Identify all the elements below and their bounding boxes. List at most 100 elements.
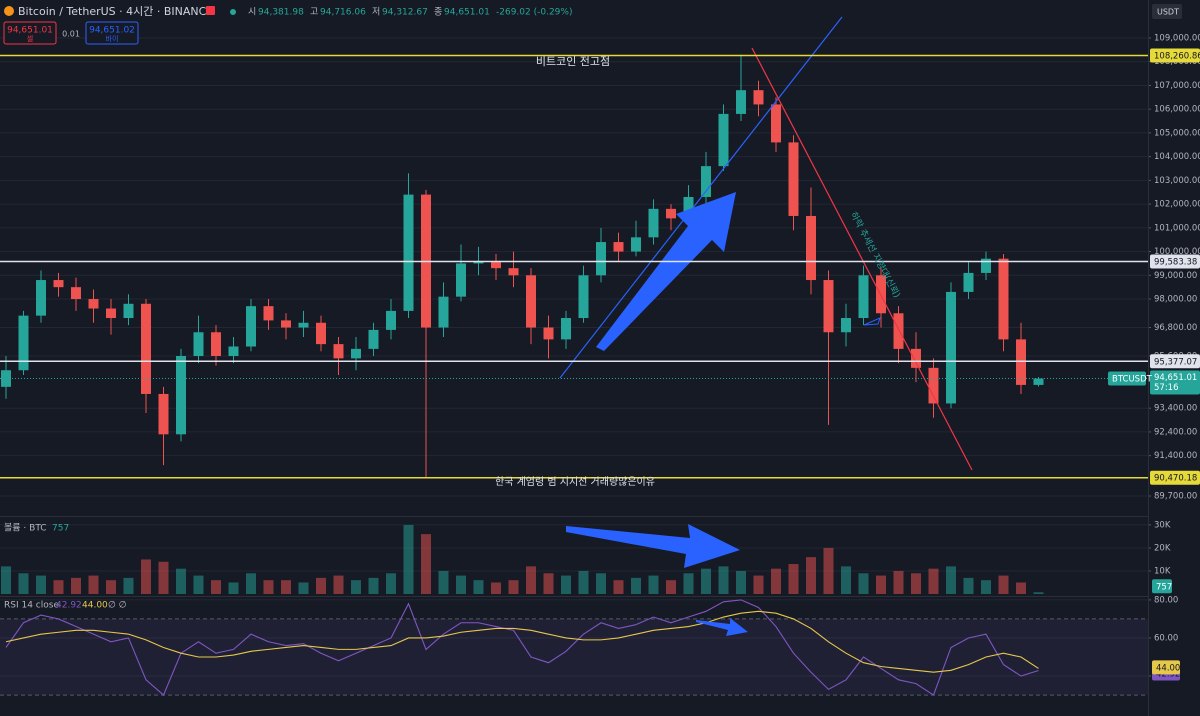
volume-bar bbox=[18, 573, 29, 594]
y-tick-label: 96,800.00 bbox=[1154, 323, 1197, 333]
candle-body bbox=[963, 272, 974, 292]
sell-price: 94,651.01 bbox=[7, 26, 53, 36]
volume-bar bbox=[718, 566, 729, 594]
status-dot bbox=[230, 9, 236, 15]
candle-body bbox=[893, 313, 904, 349]
candle-body bbox=[578, 275, 589, 319]
grid-layer: 109,000.00108,000.00107,000.00106,000.00… bbox=[0, 33, 1200, 682]
candle-body bbox=[211, 332, 221, 356]
volume-bar bbox=[683, 573, 694, 594]
currency-button[interactable] bbox=[1152, 4, 1182, 19]
volume-bar bbox=[666, 580, 676, 594]
volume-bar bbox=[736, 570, 746, 594]
volume-bar bbox=[438, 570, 449, 594]
buy-button[interactable] bbox=[85, 21, 139, 45]
annotation: 비트코인 전고점 bbox=[536, 55, 610, 68]
rsi-line bbox=[5, 610, 1039, 673]
y-tick-label: 10K bbox=[1154, 566, 1171, 576]
trend-line bbox=[751, 47, 973, 471]
ohlc-value: 94,312.67 bbox=[382, 8, 428, 18]
buy-price: 94,651.02 bbox=[89, 26, 135, 36]
candle-body bbox=[543, 327, 554, 340]
volume-bar bbox=[596, 573, 606, 594]
candle-body bbox=[106, 308, 116, 319]
volume-bar bbox=[1, 566, 11, 594]
candle-body bbox=[456, 263, 466, 297]
ohlc-label: 고 bbox=[310, 8, 318, 18]
volume-bar bbox=[246, 573, 256, 594]
volume-bar bbox=[351, 580, 361, 594]
sell-button[interactable] bbox=[3, 21, 57, 45]
candle-body bbox=[298, 322, 309, 328]
rsi-value: 42.92 bbox=[56, 601, 82, 611]
volume-bar bbox=[473, 580, 484, 594]
rsi-extra: ∅ ∅ bbox=[108, 601, 127, 611]
volume-bar bbox=[228, 582, 239, 594]
y-tick-label: 92,400.00 bbox=[1154, 427, 1197, 437]
change: -269.02 (-0.29%) bbox=[496, 8, 572, 18]
volume-bar bbox=[88, 575, 99, 594]
candle-body bbox=[193, 332, 204, 356]
candle-body bbox=[561, 318, 571, 340]
volume-bar bbox=[858, 573, 869, 594]
volume-bar bbox=[841, 566, 851, 594]
candle-body bbox=[788, 142, 799, 216]
candle-body bbox=[176, 355, 186, 435]
ohlc-legend: 시 94,381.98 고 94,716.06 저 94,312.67 종 94,651.01… bbox=[248, 7, 572, 18]
price-level-label-box bbox=[1150, 48, 1200, 63]
arrow-drawing bbox=[696, 618, 748, 636]
y-tick-label: 98,000.00 bbox=[1154, 295, 1197, 305]
candle-body bbox=[386, 310, 396, 330]
volume-bar bbox=[36, 575, 46, 594]
candle-body bbox=[508, 268, 519, 276]
spread: 0.01 bbox=[62, 30, 80, 39]
y-tick-label: 20K bbox=[1154, 543, 1171, 553]
candle-body bbox=[701, 166, 711, 197]
pane-value: 757 bbox=[52, 524, 69, 534]
volume-bar bbox=[631, 577, 641, 594]
candle-body bbox=[18, 315, 29, 371]
symbol-tag-box bbox=[1108, 371, 1146, 386]
arrow-drawing bbox=[863, 317, 881, 326]
arrow-drawing bbox=[566, 524, 740, 568]
y-tick-label: 93,400.00 bbox=[1154, 404, 1197, 414]
ohlc-label: 저 bbox=[372, 7, 380, 18]
candle-body bbox=[613, 242, 624, 252]
candle-body bbox=[316, 322, 326, 345]
volume-bar bbox=[543, 573, 554, 594]
price-level-label: 90,470.18 bbox=[1154, 474, 1197, 484]
volume-bar bbox=[981, 580, 991, 594]
y-tick-label: 104,000.00 bbox=[1154, 152, 1200, 162]
flag-icon[interactable] bbox=[206, 6, 215, 15]
volume-bar bbox=[53, 580, 64, 594]
candle-body bbox=[718, 113, 729, 167]
volume-bar bbox=[771, 568, 781, 594]
candle-body bbox=[333, 344, 344, 359]
volume-bar bbox=[911, 573, 921, 594]
volume-bar bbox=[806, 557, 816, 594]
rsi-last-label: 44.00 bbox=[1156, 663, 1180, 673]
candle-body bbox=[403, 194, 414, 311]
volume-bar bbox=[928, 568, 939, 594]
candle-body bbox=[753, 90, 764, 105]
price-level-label-box bbox=[1150, 354, 1200, 369]
volume-bar bbox=[421, 534, 431, 594]
candle-body bbox=[928, 367, 939, 404]
y-tick-label: 91,400.00 bbox=[1154, 451, 1197, 461]
candle-body bbox=[281, 320, 291, 328]
y-tick-label: 109,000.00 bbox=[1154, 33, 1200, 43]
volume-bar bbox=[71, 577, 81, 594]
volume-bar bbox=[578, 570, 589, 594]
y-tick-label: 103,000.00 bbox=[1154, 176, 1200, 186]
volume-bar bbox=[141, 559, 151, 594]
candle-body bbox=[263, 306, 274, 321]
candle-body bbox=[368, 329, 379, 349]
volume-bar bbox=[998, 575, 1009, 594]
plot-layer bbox=[0, 54, 1148, 696]
candle-body bbox=[981, 258, 991, 273]
candle-body bbox=[823, 280, 834, 333]
ohlc-value: 94,716.06 bbox=[320, 8, 366, 18]
volume-bar bbox=[263, 580, 274, 594]
candle-body bbox=[88, 299, 99, 309]
